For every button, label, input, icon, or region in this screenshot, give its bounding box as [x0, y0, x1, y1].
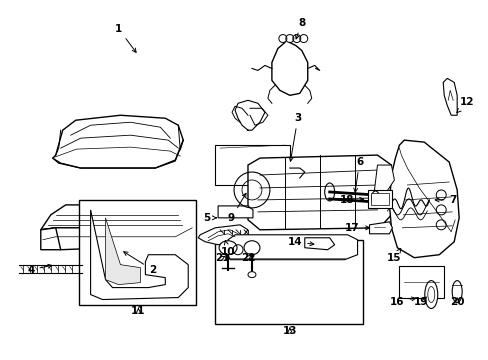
Polygon shape [90, 210, 188, 300]
Text: 14: 14 [287, 237, 313, 247]
Polygon shape [442, 78, 456, 115]
Text: 9: 9 [227, 193, 245, 223]
Polygon shape [247, 155, 390, 230]
Polygon shape [41, 205, 195, 230]
Bar [215, 145, 289, 185]
Text: 18: 18 [339, 195, 363, 205]
Text: 1: 1 [115, 24, 136, 52]
Polygon shape [235, 100, 264, 130]
Polygon shape [374, 165, 394, 195]
Polygon shape [369, 222, 392, 234]
Polygon shape [41, 228, 61, 250]
Ellipse shape [371, 191, 379, 205]
Bar [399, 266, 443, 298]
Ellipse shape [451, 280, 461, 302]
Text: 19: 19 [413, 297, 427, 306]
Text: 6: 6 [353, 157, 363, 192]
Bar [367, 190, 392, 208]
Polygon shape [224, 235, 357, 260]
Polygon shape [53, 115, 183, 168]
Ellipse shape [247, 272, 255, 278]
Text: 13: 13 [282, 327, 297, 336]
Ellipse shape [244, 241, 260, 255]
Text: 20: 20 [449, 297, 464, 306]
Text: 15: 15 [386, 249, 401, 263]
Text: 11: 11 [131, 306, 145, 316]
Text: 4: 4 [27, 264, 52, 275]
Ellipse shape [324, 183, 334, 201]
Text: 2: 2 [123, 252, 156, 275]
Ellipse shape [424, 280, 437, 309]
Text: 12: 12 [456, 97, 473, 113]
Text: 3: 3 [288, 113, 301, 161]
Polygon shape [198, 225, 247, 245]
Text: 8: 8 [295, 18, 305, 39]
Polygon shape [41, 218, 195, 250]
Bar [370, 193, 388, 205]
Polygon shape [388, 140, 458, 258]
Polygon shape [304, 238, 334, 250]
Text: 16: 16 [389, 297, 415, 306]
Text: 22: 22 [240, 253, 255, 263]
Bar [215, 240, 362, 324]
Text: 5: 5 [203, 213, 216, 223]
Polygon shape [218, 206, 252, 218]
Ellipse shape [427, 287, 434, 302]
Polygon shape [105, 218, 140, 285]
Text: 21: 21 [214, 253, 229, 263]
Text: 10: 10 [221, 241, 235, 257]
Ellipse shape [219, 241, 237, 255]
Text: 7: 7 [434, 195, 456, 205]
Bar [79, 200, 196, 305]
Text: 17: 17 [344, 223, 369, 233]
